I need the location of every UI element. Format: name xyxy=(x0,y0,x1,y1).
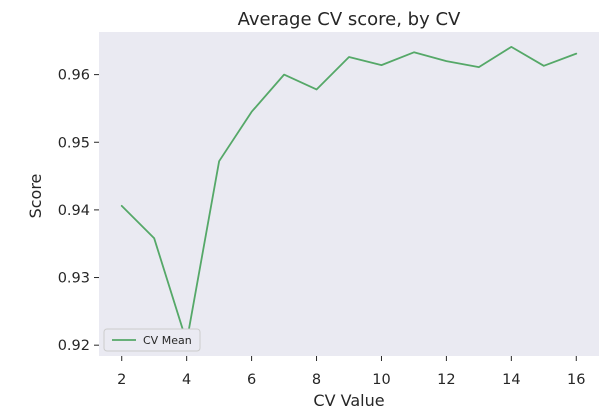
x-tick-label: 14 xyxy=(502,372,520,388)
legend-label: CV Mean xyxy=(143,334,192,347)
series-line xyxy=(120,45,578,343)
plot-area xyxy=(99,32,599,356)
y-axis-ticks: 0.92 0.93 0.94 0.95 0.96 xyxy=(58,68,99,354)
x-tick-label: 4 xyxy=(182,372,191,388)
x-tick-label: 16 xyxy=(567,372,585,388)
y-tick-label: 0.94 xyxy=(58,203,90,219)
chart-title: Average CV score, by CV xyxy=(238,9,461,30)
y-tick-label: 0.92 xyxy=(58,338,90,354)
x-tick-label: 8 xyxy=(312,372,321,388)
x-tick-label: 12 xyxy=(437,372,455,388)
y-tick-label: 0.95 xyxy=(58,135,90,151)
x-axis-label: CV Value xyxy=(313,391,384,410)
legend-box xyxy=(103,328,201,352)
x-axis-ticks: 2 4 6 8 10 12 14 16 xyxy=(117,356,585,388)
x-tick-label: 6 xyxy=(247,372,256,388)
x-tick-label: 10 xyxy=(372,372,390,388)
series-layer xyxy=(120,45,578,343)
y-tick-label: 0.93 xyxy=(58,271,90,287)
y-tick-label: 0.96 xyxy=(58,68,90,84)
legend: CV Mean xyxy=(103,328,201,352)
x-tick-label: 2 xyxy=(117,372,126,388)
y-axis-label: Score xyxy=(26,174,45,219)
